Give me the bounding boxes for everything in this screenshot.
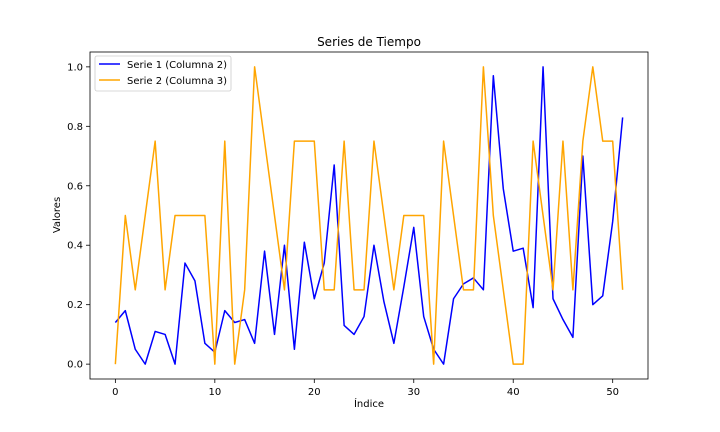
y-tick-label: 1.0	[67, 62, 83, 73]
x-axis-label: Índice	[354, 397, 384, 410]
series-line-1	[114, 66, 624, 365]
y-axis-label: Valores	[52, 197, 63, 233]
x-tick-label: 50	[606, 387, 619, 398]
legend-box	[94, 55, 232, 92]
y-axis-ticks: 0.0 0.2 0.4 0.6 0.8 1.0	[67, 62, 90, 371]
y-tick-label: 0.6	[67, 181, 83, 192]
chart-title: Series de Tiempo	[317, 35, 421, 49]
legend-label-serie-1: Serie 1 (Columna 2)	[127, 60, 227, 71]
x-tick-label: 10	[208, 387, 221, 398]
y-tick-label: 0.8	[67, 122, 83, 133]
y-tick-label: 0.0	[67, 360, 83, 371]
x-tick-label: 0	[112, 387, 118, 398]
x-tick-label: 30	[407, 387, 420, 398]
x-axis-ticks: 0 10 20 30 40 50	[112, 379, 619, 398]
x-tick-label: 20	[308, 387, 321, 398]
y-tick-label: 0.4	[67, 241, 83, 252]
plot-series	[114, 66, 624, 365]
y-tick-label: 0.2	[67, 300, 83, 311]
legend: Serie 1 (Columna 2) Serie 2 (Columna 3)	[94, 55, 232, 92]
series-line-2	[114, 66, 624, 365]
x-tick-label: 40	[507, 387, 520, 398]
axes-frame	[89, 51, 649, 380]
legend-label-serie-2: Serie 2 (Columna 3)	[127, 76, 227, 87]
